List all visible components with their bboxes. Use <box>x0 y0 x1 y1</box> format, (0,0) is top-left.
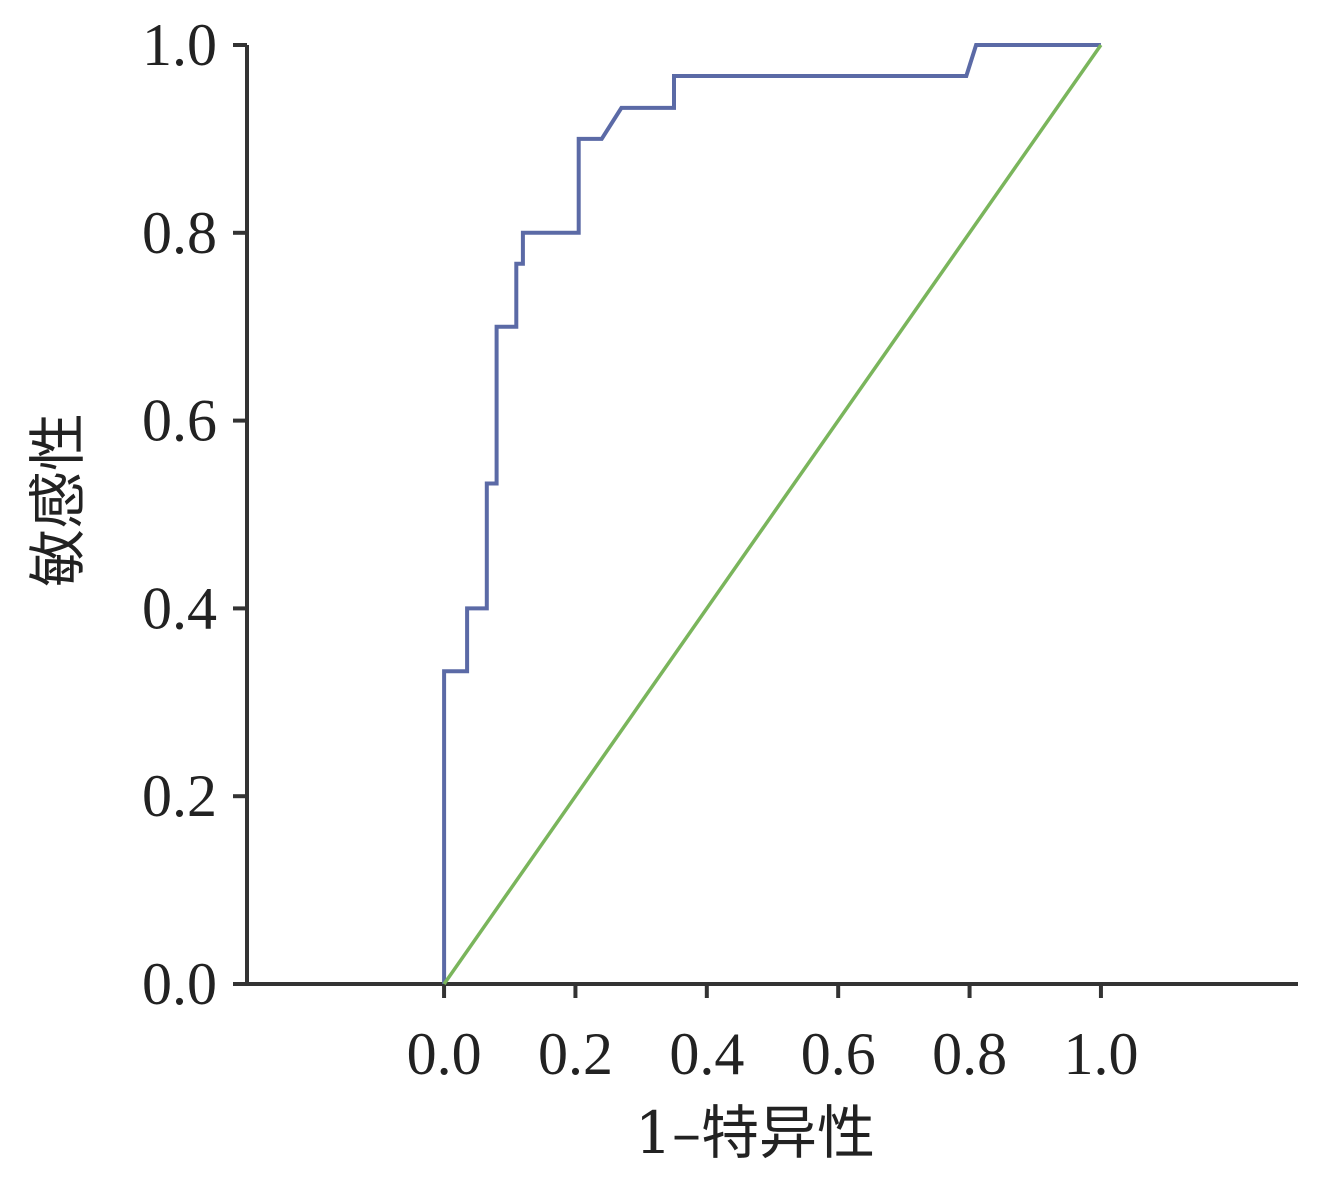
x-tick-label: 0.0 <box>407 1021 482 1087</box>
x-tick-label: 0.8 <box>932 1021 1007 1087</box>
x-ticks: 0.0 0.2 0.4 0.6 0.8 1.0 <box>407 984 1138 1087</box>
y-axis-label: 敏感性 <box>24 413 92 587</box>
y-ticks: 0.0 0.2 0.4 0.6 0.8 1.0 <box>142 12 247 1017</box>
roc-curve-line <box>442 43 1101 984</box>
x-axis-label: 1–特异性 <box>635 1099 875 1167</box>
y-tick-label: 0.8 <box>142 200 217 266</box>
series-layer <box>442 43 1103 986</box>
axes <box>245 45 1298 986</box>
x-tick-label: 1.0 <box>1063 1021 1138 1087</box>
x-tick-label: 0.6 <box>801 1021 876 1087</box>
y-tick-label: 0.4 <box>142 575 217 641</box>
y-tick-label: 0.0 <box>142 951 217 1017</box>
x-tick-label: 0.2 <box>538 1021 613 1087</box>
y-tick-label: 1.0 <box>142 12 217 78</box>
y-tick-label: 0.6 <box>142 388 217 454</box>
y-tick-label: 0.2 <box>142 763 217 829</box>
reference-diagonal-line <box>442 43 1103 986</box>
x-tick-label: 0.4 <box>669 1021 744 1087</box>
